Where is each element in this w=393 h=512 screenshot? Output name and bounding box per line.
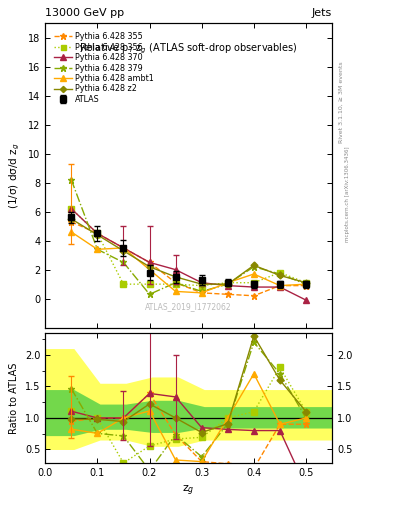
Pythia 6.428 356 bbox=[69, 206, 73, 212]
Text: ATLAS_2019_I1772062: ATLAS_2019_I1772062 bbox=[145, 302, 232, 311]
Pythia 6.428 356 bbox=[95, 230, 100, 237]
Pythia 6.428 ambt1 bbox=[226, 280, 230, 286]
Pythia 6.428 379 bbox=[95, 246, 100, 252]
Pythia 6.428 355 bbox=[252, 293, 256, 299]
Pythia 6.428 379 bbox=[277, 271, 282, 277]
Pythia 6.428 ambt1 bbox=[69, 229, 73, 235]
Pythia 6.428 379 bbox=[304, 281, 309, 287]
Pythia 6.428 355 bbox=[199, 290, 204, 296]
Pythia 6.428 370 bbox=[69, 206, 73, 212]
Pythia 6.428 370 bbox=[173, 267, 178, 273]
Pythia 6.428 z2 bbox=[304, 280, 309, 286]
Line: Pythia 6.428 379: Pythia 6.428 379 bbox=[68, 176, 309, 298]
Pythia 6.428 ambt1 bbox=[173, 288, 178, 294]
Pythia 6.428 356 bbox=[277, 269, 282, 275]
Pythia 6.428 379 bbox=[199, 288, 204, 294]
Pythia 6.428 355 bbox=[121, 245, 126, 251]
Text: Jets: Jets bbox=[312, 8, 332, 18]
Text: Relative p$_T$ z$_g$ (ATLAS soft-drop observables): Relative p$_T$ z$_g$ (ATLAS soft-drop ob… bbox=[79, 41, 298, 56]
Pythia 6.428 ambt1 bbox=[147, 267, 152, 273]
Pythia 6.428 356 bbox=[304, 280, 309, 286]
Pythia 6.428 379 bbox=[69, 177, 73, 183]
Pythia 6.428 356 bbox=[121, 281, 126, 287]
Line: Pythia 6.428 356: Pythia 6.428 356 bbox=[68, 206, 309, 288]
Y-axis label: Ratio to ATLAS: Ratio to ATLAS bbox=[9, 362, 19, 434]
Line: Pythia 6.428 370: Pythia 6.428 370 bbox=[68, 206, 309, 303]
Pythia 6.428 z2 bbox=[226, 281, 230, 287]
Pythia 6.428 379 bbox=[147, 291, 152, 297]
Pythia 6.428 370 bbox=[147, 260, 152, 266]
Pythia 6.428 z2 bbox=[95, 232, 100, 238]
Pythia 6.428 355 bbox=[226, 291, 230, 297]
Pythia 6.428 ambt1 bbox=[121, 245, 126, 251]
Pythia 6.428 370 bbox=[121, 245, 126, 251]
Pythia 6.428 z2 bbox=[147, 264, 152, 270]
Pythia 6.428 356 bbox=[147, 281, 152, 287]
Pythia 6.428 355 bbox=[69, 219, 73, 225]
Pythia 6.428 356 bbox=[199, 283, 204, 289]
Pythia 6.428 370 bbox=[304, 297, 309, 303]
Legend: Pythia 6.428 355, Pythia 6.428 356, Pythia 6.428 370, Pythia 6.428 379, Pythia 6: Pythia 6.428 355, Pythia 6.428 356, Pyth… bbox=[54, 32, 154, 104]
X-axis label: z$_g$: z$_g$ bbox=[182, 484, 195, 498]
Pythia 6.428 370 bbox=[277, 284, 282, 290]
Pythia 6.428 z2 bbox=[121, 248, 126, 254]
Pythia 6.428 379 bbox=[121, 260, 126, 266]
Pythia 6.428 ambt1 bbox=[304, 281, 309, 287]
Pythia 6.428 355 bbox=[277, 283, 282, 289]
Pythia 6.428 z2 bbox=[277, 272, 282, 279]
Pythia 6.428 370 bbox=[199, 280, 204, 286]
Pythia 6.428 370 bbox=[95, 230, 100, 237]
Y-axis label: (1/σ) dσ/d z$_g$: (1/σ) dσ/d z$_g$ bbox=[8, 142, 22, 208]
Pythia 6.428 z2 bbox=[173, 274, 178, 280]
Pythia 6.428 ambt1 bbox=[252, 271, 256, 277]
Pythia 6.428 355 bbox=[304, 283, 309, 289]
Pythia 6.428 z2 bbox=[199, 281, 204, 287]
Pythia 6.428 356 bbox=[226, 280, 230, 286]
Pythia 6.428 355 bbox=[147, 260, 152, 266]
Pythia 6.428 z2 bbox=[69, 216, 73, 222]
Pythia 6.428 370 bbox=[226, 283, 230, 289]
Pythia 6.428 z2 bbox=[252, 262, 256, 268]
Pythia 6.428 356 bbox=[173, 281, 178, 287]
Pythia 6.428 356 bbox=[252, 280, 256, 286]
Text: 13000 GeV pp: 13000 GeV pp bbox=[45, 8, 124, 18]
Pythia 6.428 379 bbox=[252, 264, 256, 270]
Pythia 6.428 ambt1 bbox=[277, 283, 282, 289]
Pythia 6.428 370 bbox=[252, 284, 256, 290]
Pythia 6.428 355 bbox=[95, 230, 100, 237]
Text: mcplots.cern.ch [arXiv:1306.3436]: mcplots.cern.ch [arXiv:1306.3436] bbox=[345, 147, 350, 242]
Line: Pythia 6.428 ambt1: Pythia 6.428 ambt1 bbox=[68, 229, 309, 296]
Pythia 6.428 ambt1 bbox=[95, 246, 100, 252]
Pythia 6.428 379 bbox=[226, 281, 230, 287]
Pythia 6.428 ambt1 bbox=[199, 290, 204, 296]
Pythia 6.428 355 bbox=[173, 280, 178, 286]
Line: Pythia 6.428 z2: Pythia 6.428 z2 bbox=[69, 217, 309, 287]
Pythia 6.428 379 bbox=[173, 280, 178, 286]
Line: Pythia 6.428 355: Pythia 6.428 355 bbox=[68, 218, 309, 299]
Text: Rivet 3.1.10, ≥ 3M events: Rivet 3.1.10, ≥ 3M events bbox=[339, 61, 344, 143]
